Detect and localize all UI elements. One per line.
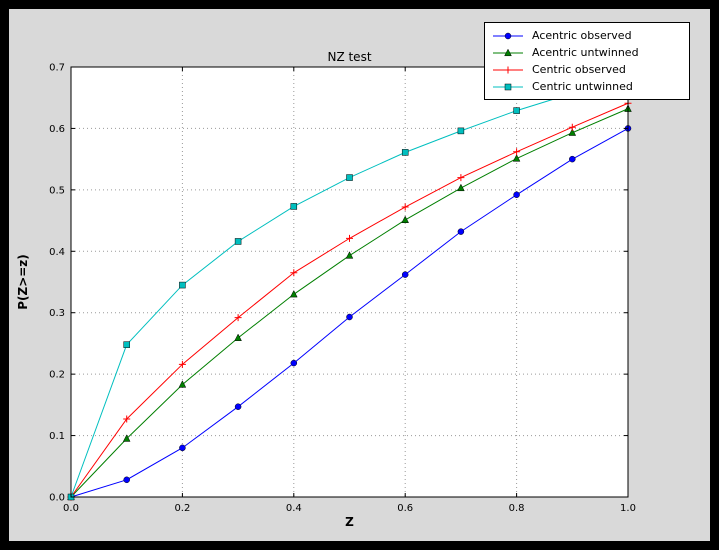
legend-item: Acentric observed: [491, 27, 683, 44]
legend-label: Acentric untwinned: [532, 45, 639, 59]
plus-marker-icon: [234, 314, 242, 322]
square-marker-icon: [513, 107, 520, 114]
y-axis-label: P(Z>=z): [16, 254, 30, 310]
square-marker-icon: [123, 341, 130, 348]
circle-marker-icon: [457, 228, 465, 235]
circle-marker-icon: [401, 271, 409, 278]
y-tick-label: 0.2: [49, 370, 65, 381]
triangle-marker-icon: [457, 183, 465, 192]
square-marker-icon: [504, 83, 512, 90]
legend-swatch: [493, 83, 523, 90]
circle-marker-icon: [234, 403, 242, 410]
plus-marker-icon: [568, 123, 576, 131]
triangle-marker-icon: [289, 289, 298, 298]
circle-marker-icon: [504, 32, 512, 39]
triangle-marker-icon: [401, 215, 410, 224]
legend-item: Centric observed: [491, 61, 683, 78]
x-tick-label: 0.6: [397, 503, 413, 514]
x-tick-label: 0.8: [509, 503, 525, 514]
circle-marker-icon: [569, 155, 576, 163]
triangle-marker-icon: [568, 128, 577, 136]
legend-item: Centric untwinned: [491, 78, 683, 95]
plus-marker-icon: [290, 269, 298, 277]
figure-canvas: 0.0 0.2 0.4 0.6 0.8 1.0 0.0 0.1 0.2 0.3 0.4 0.5 0.6 0…: [9, 9, 710, 541]
circle-marker-icon: [346, 313, 353, 321]
triangle-marker-icon: [122, 434, 131, 442]
plus-marker-icon: [513, 148, 521, 156]
triangle-marker-icon: [512, 154, 521, 162]
legend-label: Acentric observed: [532, 28, 632, 42]
circle-marker-icon: [179, 444, 186, 452]
square-marker-icon: [179, 281, 186, 289]
triangle-marker-icon: [504, 48, 512, 56]
y-tick-label: 0.7: [49, 63, 65, 74]
x-tick-label: 0.4: [286, 503, 302, 514]
x-axis-label: Z: [345, 515, 354, 529]
y-tick-label: 0.1: [49, 431, 65, 442]
plus-marker-icon: [346, 234, 353, 242]
y-tick-label: 0.3: [49, 308, 65, 319]
circle-marker-icon: [513, 191, 520, 199]
x-tick-label: 1.0: [620, 503, 636, 514]
square-marker-icon: [234, 238, 242, 245]
legend-item: Acentric untwinned: [491, 44, 683, 61]
plus-marker-icon: [457, 174, 465, 182]
legend-swatch: [493, 32, 523, 39]
triangle-marker-icon: [345, 251, 354, 259]
square-marker-icon: [290, 203, 298, 210]
plot-area: [71, 67, 628, 497]
x-tick-label: 0.0: [63, 503, 79, 514]
plus-marker-icon: [178, 360, 186, 368]
legend: Acentric observed Acentric untwinned Centr…: [484, 22, 690, 100]
legend-label: Centric untwinned: [532, 79, 633, 93]
y-tick-label: 0.4: [49, 247, 65, 258]
legend-swatch: [493, 48, 523, 56]
legend-label: Centric observed: [532, 62, 626, 76]
square-marker-icon: [346, 174, 353, 181]
plus-marker-icon: [123, 415, 131, 423]
x-tick-label: 0.2: [174, 503, 190, 514]
y-tick-label: 0.5: [49, 185, 65, 196]
chart-plot: 0.0 0.2 0.4 0.6 0.8 1.0 0.0 0.1 0.2 0.3 0.4 0.5 0.6 0…: [49, 63, 636, 515]
chart-title: NZ test: [327, 50, 372, 64]
circle-marker-icon: [123, 476, 130, 484]
plus-marker-icon: [401, 203, 409, 211]
triangle-marker-icon: [234, 333, 242, 341]
y-tick-label: 0.6: [49, 124, 65, 135]
plus-marker-icon: [504, 66, 512, 73]
axes-spine: [70, 66, 629, 498]
triangle-marker-icon: [178, 380, 187, 388]
y-tick-label: 0.0: [49, 493, 65, 504]
square-marker-icon: [457, 127, 465, 135]
circle-marker-icon: [290, 359, 298, 367]
square-marker-icon: [401, 149, 409, 156]
legend-swatch: [493, 66, 523, 73]
